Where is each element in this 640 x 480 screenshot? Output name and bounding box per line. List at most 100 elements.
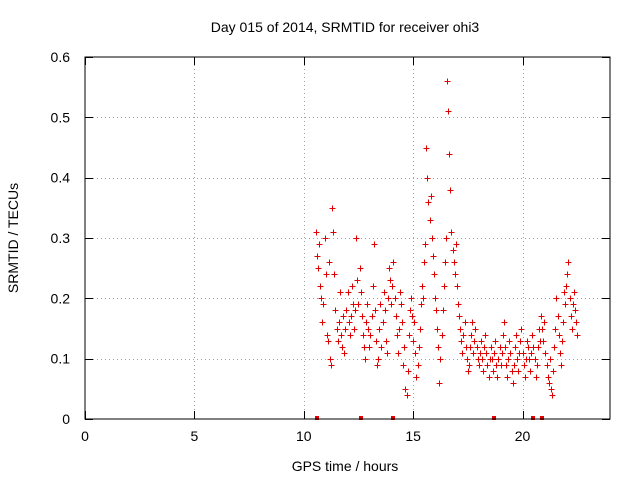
y-tick-label: 0.1 [51, 351, 71, 367]
data-point [322, 235, 329, 242]
data-point [346, 319, 353, 326]
data-point [425, 199, 432, 206]
data-point [436, 380, 443, 387]
data-point [511, 362, 518, 369]
data-point [541, 319, 548, 326]
data-point [561, 289, 568, 296]
data-point [429, 235, 436, 242]
data-point [345, 289, 352, 296]
data-point [319, 319, 326, 326]
data-point [502, 344, 509, 351]
data-point [547, 356, 554, 363]
data-point [362, 356, 369, 363]
data-point [478, 338, 485, 345]
data-point [552, 326, 559, 333]
data-point [505, 356, 512, 363]
data-point [565, 259, 572, 266]
data-point [445, 108, 452, 115]
data-point [398, 301, 405, 308]
data-point [433, 307, 440, 314]
data-point [373, 338, 380, 345]
data-point [481, 344, 488, 351]
data-point [410, 338, 417, 345]
data-point [385, 295, 392, 302]
data-point [503, 362, 510, 369]
data-point [464, 356, 471, 363]
data-point [369, 313, 376, 320]
data-point [355, 301, 362, 308]
data-point [494, 374, 501, 381]
data-point [472, 326, 479, 333]
data-point [381, 289, 388, 296]
data-point [466, 362, 473, 369]
data-point [563, 283, 570, 290]
data-point [573, 319, 580, 326]
data-point [421, 259, 428, 266]
data-point [489, 356, 496, 363]
data-point [364, 301, 371, 308]
data-point [451, 259, 458, 266]
data-point [360, 332, 367, 339]
data-point [469, 319, 476, 326]
data-point [444, 78, 451, 85]
data-point [486, 374, 493, 381]
data-point [479, 356, 486, 363]
data-point [533, 374, 540, 381]
data-point [332, 307, 339, 314]
plot-frame [84, 56, 611, 420]
axis-ticks [85, 57, 610, 420]
data-point [422, 241, 429, 248]
data-point [447, 187, 454, 194]
data-point [340, 313, 347, 320]
data-point [378, 344, 385, 351]
data-point [476, 362, 483, 369]
data-point [462, 319, 469, 326]
data-point [383, 338, 390, 345]
data-point [315, 265, 322, 272]
data-point [328, 362, 335, 369]
zero-marker [492, 416, 496, 420]
zero-marker [359, 416, 363, 420]
data-point [513, 332, 520, 339]
data-point [326, 259, 333, 266]
data-point [560, 319, 567, 326]
data-point [404, 392, 411, 399]
data-point [432, 295, 439, 302]
data-point [500, 332, 507, 339]
data-point [509, 368, 516, 375]
data-point [544, 362, 551, 369]
data-point [442, 259, 449, 266]
data-point [415, 362, 422, 369]
data-point [454, 283, 461, 290]
data-point [375, 356, 382, 363]
data-point [416, 344, 423, 351]
data-point [474, 344, 481, 351]
data-point [348, 313, 355, 320]
data-point [548, 386, 555, 393]
x-tick-label: 15 [405, 428, 421, 444]
data-point [557, 350, 564, 357]
data-point [453, 241, 460, 248]
data-point [483, 350, 490, 357]
data-point [370, 283, 377, 290]
data-point [400, 362, 407, 369]
data-point [520, 350, 527, 357]
tick-labels: 0 0.1 0.2 0.3 0.4 0.5 0.6 0 5 10 15 20 [51, 49, 531, 444]
data-point [342, 326, 349, 333]
data-point [323, 271, 330, 278]
data-point [329, 205, 336, 212]
data-point [456, 313, 463, 320]
data-point [396, 326, 403, 333]
data-point [540, 338, 547, 345]
data-point [317, 283, 324, 290]
data-point [402, 386, 409, 393]
data-point [353, 235, 360, 242]
data-point [477, 350, 484, 357]
data-point [526, 356, 533, 363]
data-point [471, 338, 478, 345]
data-point [430, 253, 437, 260]
data-point [339, 344, 346, 351]
y-tick-label: 0.4 [51, 170, 71, 186]
data-point [411, 319, 418, 326]
data-point [515, 368, 522, 375]
